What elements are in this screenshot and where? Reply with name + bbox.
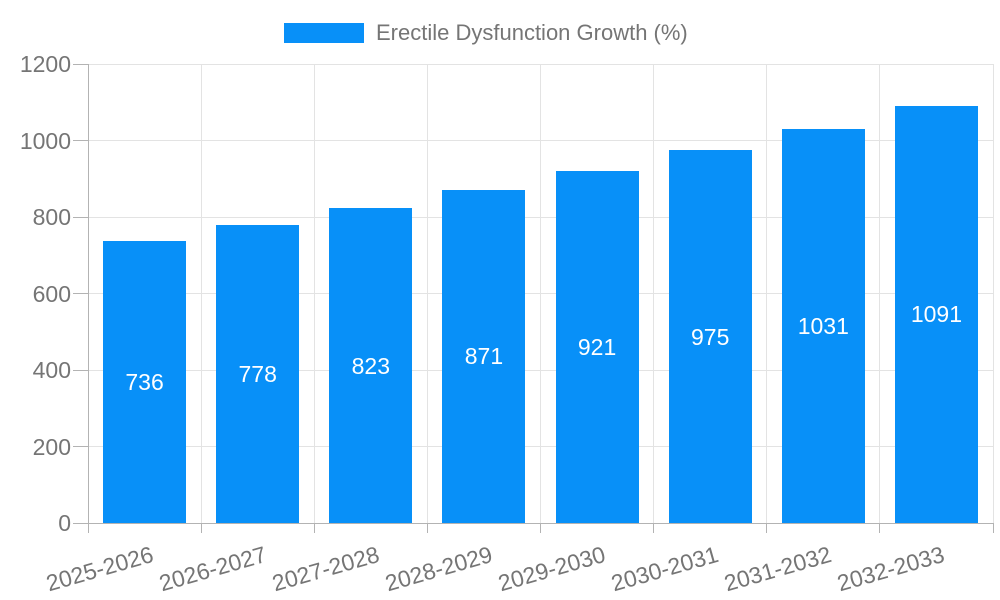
gridline-vertical [766,64,768,523]
y-axis-tick [73,446,88,447]
bar-value-label: 778 [238,361,277,388]
bar[interactable] [668,150,752,523]
y-axis-tick [73,140,88,141]
x-axis-label: 2029-2030 [495,541,609,597]
y-axis-label: 1000 [19,127,71,154]
x-axis-label: 2031-2032 [721,541,835,597]
x-axis-tick [766,523,768,533]
y-axis-tick [73,63,88,65]
x-axis-label: 2030-2031 [608,541,722,597]
gridline-vertical [653,64,655,523]
y-axis-label: 600 [32,280,71,307]
gridline-vertical [879,64,881,523]
bar[interactable] [442,189,526,523]
bar-value-label: 1091 [910,301,963,328]
bar[interactable] [781,128,865,523]
y-axis-label: 200 [32,433,71,460]
gridline-vertical [992,64,994,523]
y-axis-label: 400 [32,357,71,383]
x-axis-tick [426,523,428,533]
y-axis-line [87,64,89,523]
bar-value-label: 921 [577,333,617,360]
y-axis-label: 1200 [19,51,71,77]
bar-value-label: 871 [464,343,504,370]
x-axis-tick [653,523,655,533]
bar-value-label: 823 [351,352,390,379]
x-axis-label: 2026-2027 [155,541,269,597]
x-axis-tick [540,523,541,533]
x-axis-label: 2027-2028 [269,541,382,597]
y-axis-label: 0 [58,510,71,536]
legend-label: Erectile Dysfunction Growth (%) [376,20,688,45]
bar-value-label: 975 [691,323,730,350]
y-axis-tick [73,293,88,294]
legend: Erectile Dysfunction Growth (%) [284,20,688,45]
bar[interactable] [103,241,187,523]
bar-value-label: 736 [125,369,164,396]
gridline-vertical [200,64,202,523]
bar[interactable] [555,170,639,523]
y-axis-label: 800 [32,204,71,230]
x-axis-baseline [88,522,993,524]
x-axis-label: 2025-2026 [42,541,156,597]
gridline-vertical [426,64,428,523]
x-axis-tick [200,523,202,533]
x-axis-label: 2032-2033 [834,541,948,597]
x-axis-tick [87,523,89,533]
y-axis-tick [73,369,88,371]
gridline-vertical [540,64,541,523]
bar-value-label: 1031 [797,312,849,339]
y-axis-tick [73,216,88,218]
x-axis-tick [879,523,881,533]
x-axis-tick [313,523,315,533]
x-axis-tick [992,523,994,533]
x-axis-label: 2028-2029 [382,541,496,597]
bar[interactable] [216,225,300,523]
bar[interactable] [329,208,413,523]
legend-color-swatch [284,23,364,43]
y-axis-tick [73,522,88,524]
bar[interactable] [894,105,978,523]
gridline-vertical [313,64,315,523]
